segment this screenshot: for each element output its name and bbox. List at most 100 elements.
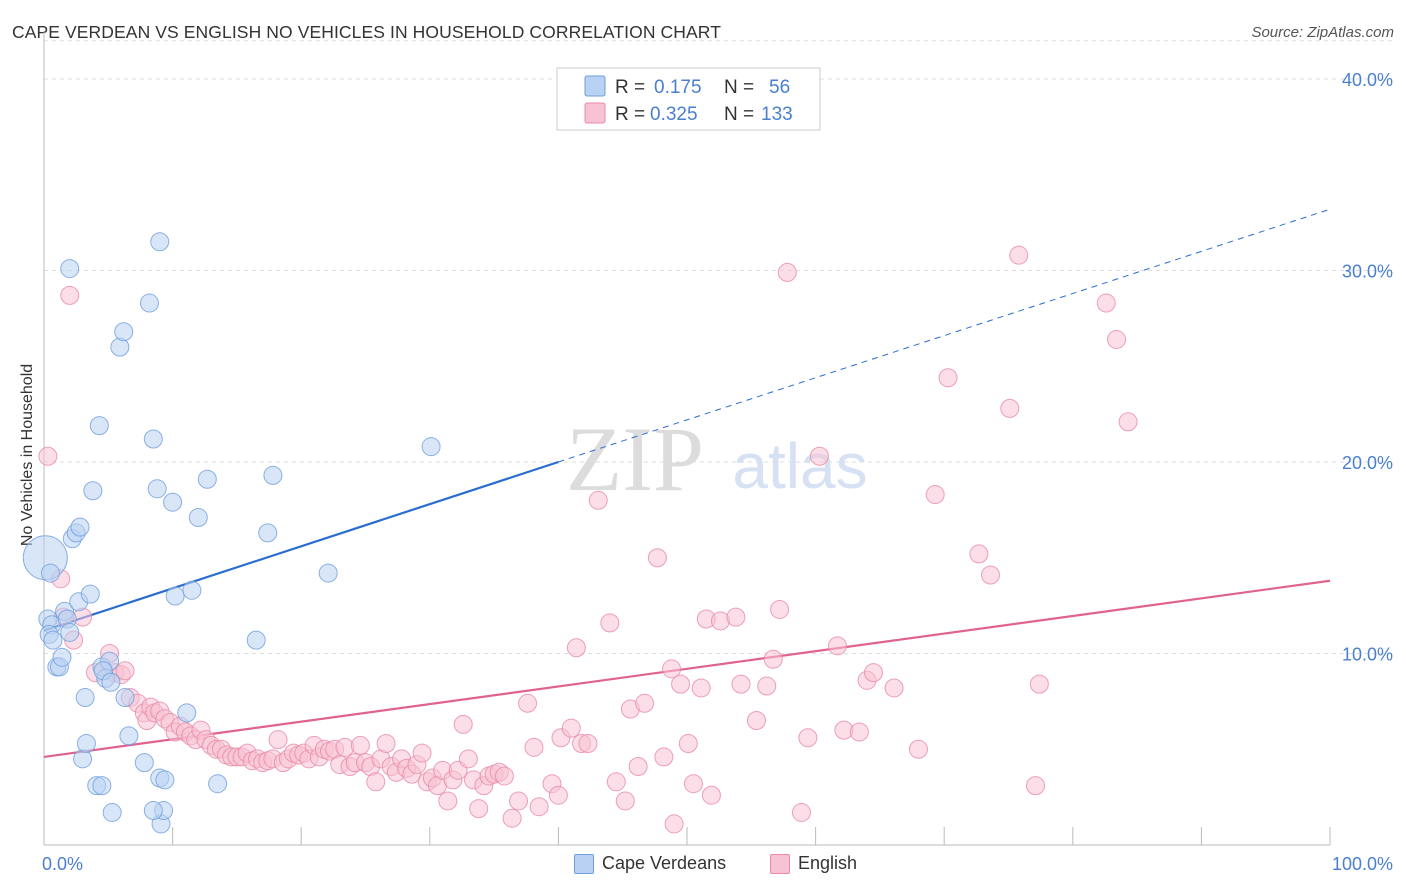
point-cape-verdeans bbox=[421, 437, 441, 457]
legend-r-label: R = bbox=[615, 104, 645, 125]
point-cape-verdeans bbox=[188, 508, 208, 528]
point-english bbox=[412, 743, 432, 763]
point-cape-verdeans bbox=[60, 622, 80, 642]
point-cape-verdeans bbox=[165, 586, 185, 606]
point-cape-verdeans bbox=[40, 563, 60, 583]
point-cape-verdeans bbox=[76, 734, 96, 754]
point-english bbox=[884, 678, 904, 698]
point-cape-verdeans bbox=[115, 688, 135, 708]
point-english bbox=[770, 599, 790, 619]
point-cape-verdeans bbox=[258, 523, 278, 543]
point-cape-verdeans bbox=[246, 630, 266, 650]
watermark-atlas: atlas bbox=[732, 430, 867, 502]
legend-swatch-english bbox=[770, 853, 790, 874]
point-english bbox=[863, 663, 883, 683]
point-english bbox=[350, 735, 370, 755]
point-english bbox=[726, 607, 746, 627]
trend-line-english bbox=[43, 579, 1331, 758]
point-english bbox=[561, 718, 581, 738]
bottom-legend-cape-verdeans[interactable]: Cape Verdeans bbox=[574, 853, 726, 874]
point-english bbox=[502, 808, 522, 828]
point-english bbox=[376, 734, 396, 754]
point-english bbox=[38, 446, 58, 466]
point-english bbox=[606, 772, 626, 792]
point-english bbox=[763, 649, 783, 669]
point-english bbox=[438, 791, 458, 811]
point-english bbox=[524, 737, 544, 757]
point-cape-verdeans bbox=[60, 259, 80, 279]
point-english bbox=[938, 368, 958, 388]
legend-label-english: English bbox=[798, 853, 858, 873]
legend-swatch-english bbox=[584, 102, 606, 124]
trend-line-cape-verdeans-extension bbox=[558, 208, 1331, 463]
point-cape-verdeans bbox=[101, 672, 121, 692]
point-english bbox=[529, 797, 549, 817]
point-english bbox=[757, 676, 777, 696]
point-cape-verdeans bbox=[197, 469, 217, 489]
point-cape-verdeans bbox=[70, 517, 90, 537]
point-cape-verdeans bbox=[147, 479, 167, 499]
point-cape-verdeans bbox=[83, 481, 103, 501]
trend-line-cape-verdeans bbox=[43, 460, 559, 632]
point-cape-verdeans bbox=[318, 563, 338, 583]
point-english bbox=[791, 802, 811, 822]
point-english bbox=[798, 728, 818, 748]
bottom-legend-english[interactable]: English bbox=[770, 853, 857, 874]
point-cape-verdeans bbox=[139, 293, 159, 313]
point-english bbox=[1009, 245, 1029, 265]
point-english bbox=[980, 565, 1000, 585]
point-english bbox=[701, 785, 721, 805]
point-english bbox=[60, 285, 80, 305]
legend-swatch-cape-verdeans bbox=[584, 75, 606, 97]
legend-r-value-english: 0.325 bbox=[650, 104, 698, 125]
data-points bbox=[22, 232, 1138, 834]
point-english bbox=[671, 674, 691, 694]
point-english bbox=[548, 785, 568, 805]
point-english bbox=[1000, 398, 1020, 418]
point-cape-verdeans bbox=[143, 801, 163, 821]
point-english bbox=[849, 722, 869, 742]
y-tick-label: 20.0% bbox=[1342, 453, 1393, 473]
source-label: Source: ZipAtlas.com bbox=[1251, 24, 1394, 41]
point-cape-verdeans bbox=[177, 703, 197, 723]
legend-swatch-cape-verdeans bbox=[574, 853, 594, 874]
point-cape-verdeans bbox=[75, 688, 95, 708]
x-tick-label-min: 0.0% bbox=[42, 854, 83, 874]
point-cape-verdeans bbox=[134, 753, 154, 773]
y-tick-label: 30.0% bbox=[1342, 262, 1393, 282]
point-english bbox=[908, 739, 928, 759]
point-cape-verdeans bbox=[89, 416, 109, 436]
legend-r-value-cape-verdeans: 0.175 bbox=[654, 77, 702, 98]
chart-title: CAPE VERDEAN VS ENGLISH NO VEHICLES IN H… bbox=[12, 22, 722, 42]
point-cape-verdeans bbox=[43, 630, 63, 650]
tick-labels: 10.0% 20.0% 30.0% 40.0% 0.0% 100.0% bbox=[42, 70, 1393, 874]
point-english bbox=[925, 485, 945, 505]
point-cape-verdeans bbox=[92, 776, 112, 796]
point-english bbox=[654, 747, 674, 767]
point-english bbox=[509, 791, 529, 811]
x-tick-label-max: 100.0% bbox=[1332, 854, 1393, 874]
point-english bbox=[809, 446, 829, 466]
point-cape-verdeans bbox=[263, 465, 283, 485]
point-english bbox=[731, 674, 751, 694]
legend-r-label: R = bbox=[615, 77, 645, 98]
legend-n-value-cape-verdeans: 56 bbox=[769, 77, 790, 98]
gridlines bbox=[44, 40, 1394, 654]
point-english bbox=[628, 756, 648, 776]
legend-n-value-english: 133 bbox=[761, 104, 793, 125]
point-english bbox=[566, 638, 586, 658]
point-cape-verdeans bbox=[155, 770, 175, 790]
legend-n-label: N = bbox=[724, 77, 754, 98]
point-english bbox=[1107, 329, 1127, 349]
point-english bbox=[268, 730, 288, 750]
point-cape-verdeans bbox=[163, 492, 183, 512]
y-tick-label: 40.0% bbox=[1342, 70, 1393, 90]
point-english bbox=[494, 766, 514, 786]
point-english bbox=[518, 693, 538, 713]
point-english bbox=[647, 548, 667, 568]
point-english bbox=[1118, 412, 1138, 432]
point-english bbox=[615, 791, 635, 811]
legend-n-label: N = bbox=[724, 104, 754, 125]
point-cape-verdeans bbox=[150, 232, 170, 252]
